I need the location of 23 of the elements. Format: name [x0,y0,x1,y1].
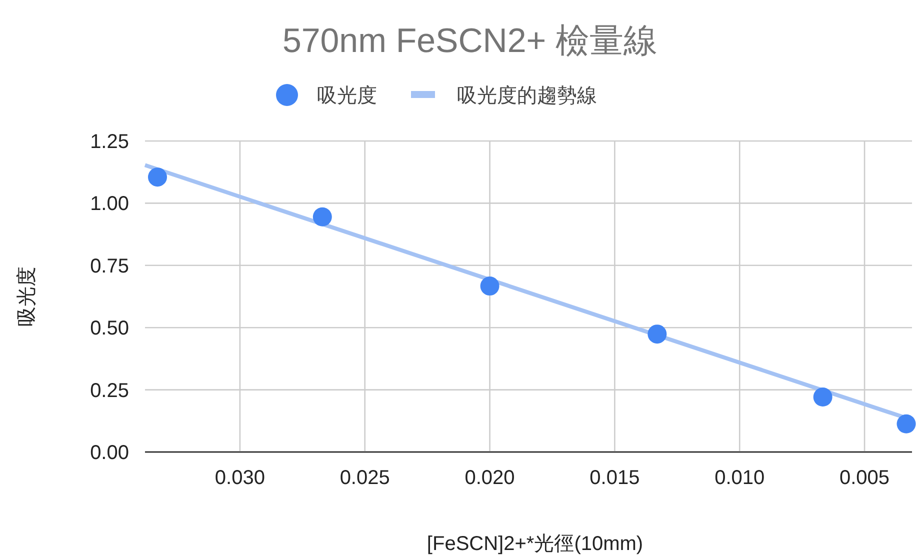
y-tick-label: 0.50 [90,318,129,340]
y-tick-label: 1.25 [90,131,129,153]
y-axis-title: 吸光度 [16,266,38,326]
x-tick-label: 0.005 [840,467,890,489]
x-axis-title: [FeSCN]2+*光徑(10mm) [426,533,644,555]
x-tick-label: 0.010 [714,467,765,489]
x-tick-label: 0.020 [464,467,515,489]
legend-label: 吸光度 [317,85,377,107]
legend-label: 吸光度的趨勢線 [457,85,597,107]
point [813,388,832,407]
x-tick-label: 0.025 [340,467,390,489]
point [648,324,667,344]
y-tick-label: 0.25 [90,380,129,402]
y-tick-label: 0.75 [90,255,129,278]
y-tick-label: 0.00 [90,442,129,464]
x-tick-label: 0.030 [214,467,265,489]
point [896,414,916,434]
x-tick-label: 0.015 [590,467,640,489]
point [480,276,500,296]
point [148,168,167,187]
y-tick-label: 1.00 [90,193,129,216]
point [312,207,332,226]
chart-title: 570nm FeSCN2+ 檢量線 [282,22,658,60]
